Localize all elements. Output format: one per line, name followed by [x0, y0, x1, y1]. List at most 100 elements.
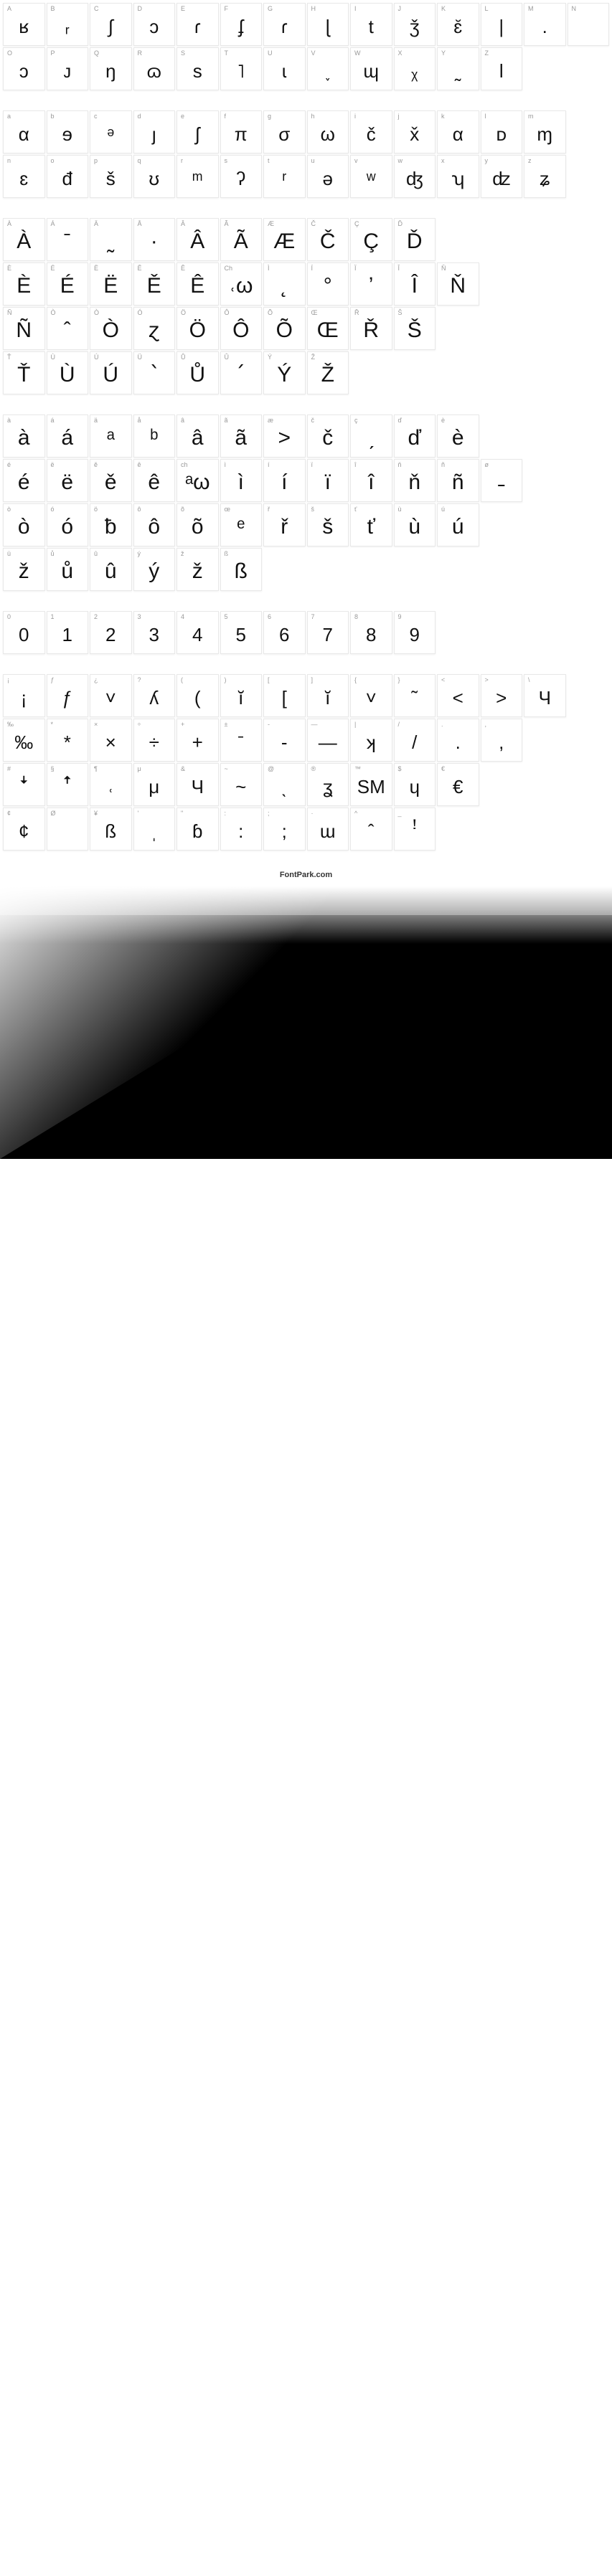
glyph-label: Ã — [225, 221, 229, 227]
glyph-cell: ‰‰ — [3, 719, 45, 762]
glyph: ď — [408, 427, 421, 449]
glyph-label: R — [138, 50, 143, 57]
glyph-label: ? — [138, 677, 141, 683]
glyph-cell: ™SM — [350, 763, 392, 806]
glyph-label: 8 — [354, 614, 358, 620]
glyph-row: OɔPᴊQŋRɷSsT˥UɩV˯WɰXᵪY˷Zl — [3, 47, 609, 90]
glyph-cell: 88 — [350, 611, 392, 654]
glyph: ɭ — [326, 17, 330, 36]
footer-text: FontPark.com — [280, 871, 332, 879]
glyph-label: ¢ — [7, 810, 11, 817]
glyph-cell: 99 — [394, 611, 436, 654]
glyph-label: ž — [181, 551, 184, 557]
glyph: ˅ — [366, 688, 377, 707]
glyph-cell: ČČ — [307, 218, 349, 261]
glyph: ʎ — [149, 688, 159, 707]
glyph-cell: ¥ß — [90, 808, 132, 851]
glyph-label: [ — [268, 677, 270, 683]
glyph: Æ — [273, 231, 295, 252]
glyph-section: ÀÀÁˉÄ˷Å·ÂÂÃÃÆÆČČÇÇĎĎÈÈÉÉËËĚĚÊÊCh˓ωÌ˛Í°Ïʼ… — [3, 218, 609, 394]
glyph: â — [192, 427, 204, 449]
glyph-label: I — [354, 6, 357, 12]
glyph-cell: zʑ — [524, 155, 566, 198]
glyph-cell: Ø — [47, 808, 89, 851]
glyph: ˏ — [367, 427, 375, 449]
glyph: ω — [321, 125, 335, 143]
glyph: ß — [235, 561, 248, 582]
glyph-label: — — [311, 721, 318, 728]
glyph: × — [105, 733, 116, 752]
glyph-cell: @ˎ — [263, 763, 306, 806]
glyph-cell: }˜ — [394, 674, 436, 717]
glyph: > — [496, 688, 507, 707]
glyph-label: D — [138, 6, 143, 12]
glyph-cell: äᵃ — [90, 415, 132, 458]
glyph-cell: gσ — [263, 110, 306, 153]
glyph: ǯ — [410, 17, 420, 36]
glyph-label: á — [51, 417, 55, 424]
glyph-label: U — [268, 50, 273, 57]
glyph-cell: éé — [3, 459, 45, 502]
glyph: ; — [282, 822, 287, 840]
glyph: Ň — [450, 275, 466, 297]
glyph: ‰ — [14, 733, 33, 752]
glyph-cell: Rɷ — [133, 47, 176, 90]
glyph-label: ê — [138, 462, 141, 468]
glyph: Â — [190, 231, 204, 252]
glyph-cell: Å· — [133, 218, 176, 261]
glyph-row: ÑÑÒˆÒÒÓɀÖÖÔÔÕÕŒŒŘŘŠŠ — [3, 307, 609, 350]
glyph-row: ÀÀÁˉÄ˷Å·ÂÂÃÃÆÆČČÇÇĎĎ — [3, 218, 609, 261]
glyph-label: G — [268, 6, 273, 12]
glyph-section: ààááäᵃåᵇââããæ˃ččçˏďďèèééëëěěêêchᵃωììííïï… — [3, 415, 609, 591]
glyph: s — [193, 62, 202, 80]
glyph-label: ß — [225, 551, 229, 557]
glyph-label: g — [268, 113, 271, 120]
glyph-cell: Ä˷ — [90, 218, 132, 261]
glyph: ᵪ — [411, 62, 418, 80]
glyph-label: V — [311, 50, 316, 57]
glyph-cell: N — [568, 3, 610, 46]
glyph: Ô — [232, 320, 249, 341]
glyph-cell: óó — [47, 503, 89, 546]
glyph-cell: õõ — [176, 503, 219, 546]
glyph-cell: ÂÂ — [176, 218, 219, 261]
glyph: ʮ — [451, 169, 464, 188]
glyph: 4 — [192, 625, 202, 644]
glyph-cell: ŠŠ — [394, 307, 436, 350]
glyph-cell: ÑÑ — [3, 307, 45, 350]
glyph: ȷ — [152, 125, 156, 143]
glyph-label: ‰ — [7, 721, 14, 728]
glyph: đ — [62, 169, 72, 188]
glyph: ù — [408, 516, 420, 538]
glyph-cell: úú — [437, 503, 479, 546]
glyph-label: ó — [51, 506, 55, 513]
glyph: ã — [235, 427, 247, 449]
glyph-label: Å — [138, 221, 142, 227]
glyph: ᵃω — [185, 472, 210, 493]
glyph-label: ] — [311, 677, 314, 683]
glyph-cell: Ü՝ — [133, 351, 176, 394]
glyph: x̌ — [410, 125, 419, 143]
glyph: ʞ — [367, 733, 376, 752]
glyph: û — [105, 561, 117, 582]
glyph: ʔ — [236, 169, 245, 188]
glyph-label: Ö — [181, 310, 186, 316]
glyph-cell: ođ — [47, 155, 89, 198]
glyph-cell: Bᵣ — [47, 3, 89, 46]
glyph: ᴊ — [63, 62, 71, 80]
glyph-cell: 'ˌ — [133, 808, 176, 851]
glyph-cell: ~~ — [220, 763, 263, 806]
glyph-label: z — [528, 158, 532, 164]
glyph: á — [61, 427, 73, 449]
glyph-label: Ř — [354, 310, 359, 316]
glyph-cell: ÝÝ — [263, 351, 306, 394]
glyph-cell: ââ — [176, 415, 219, 458]
glyph: α — [453, 125, 463, 143]
glyph-cell: ôô — [133, 503, 176, 546]
bottom-decorative-band — [0, 886, 612, 1159]
glyph: ž — [192, 561, 203, 582]
glyph-label: Ù — [51, 354, 56, 361]
glyph-label: Ý — [268, 354, 272, 361]
glyph-label: { — [354, 677, 357, 683]
glyph-cell: nɛ — [3, 155, 45, 198]
